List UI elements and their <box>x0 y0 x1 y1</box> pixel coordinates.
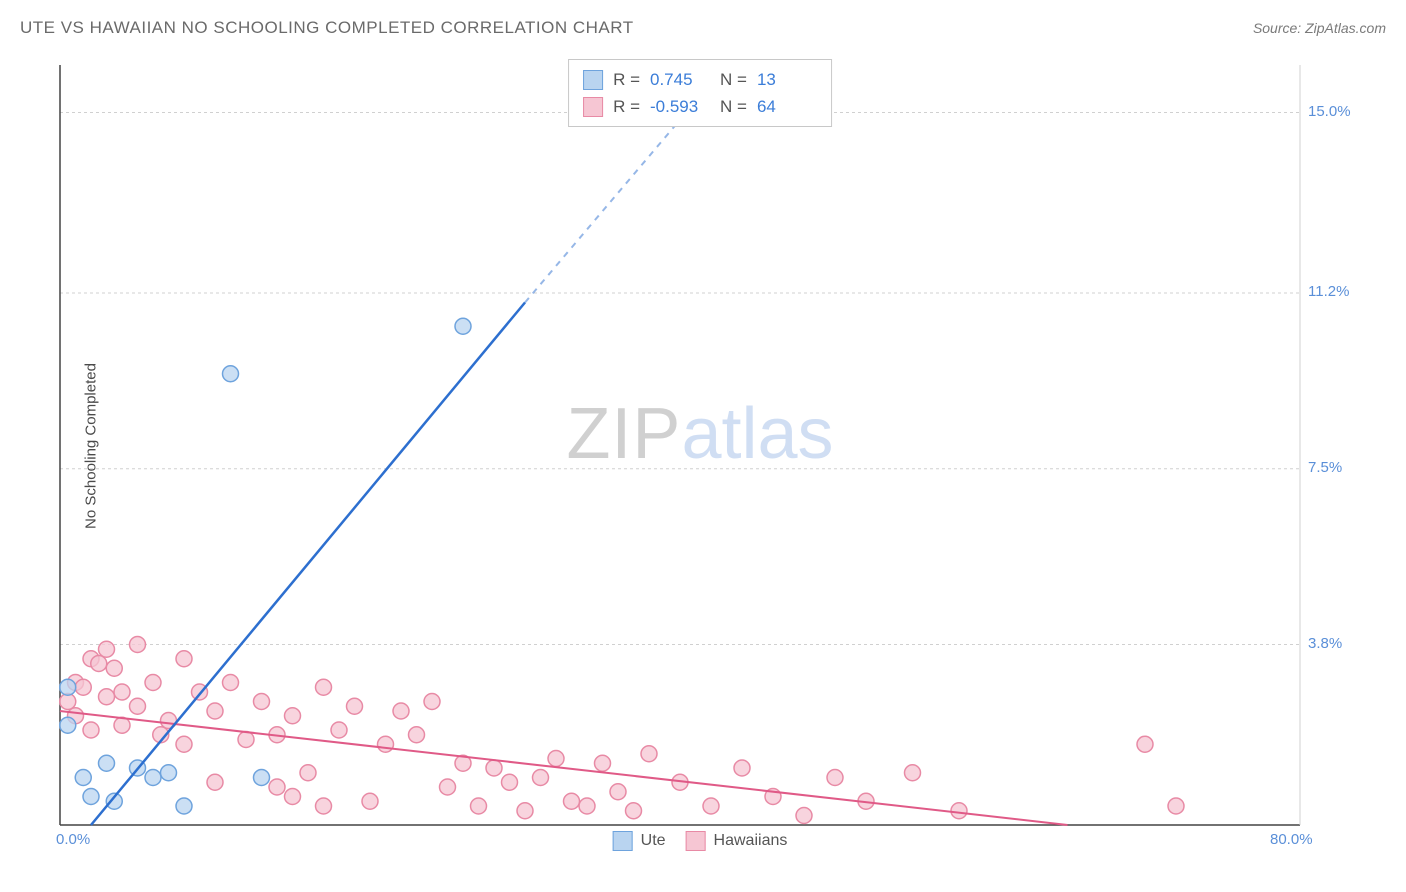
n-value-ute: 13 <box>757 66 817 93</box>
scatter-plot-svg <box>50 55 1350 845</box>
r-value-hawaiians: -0.593 <box>650 93 710 120</box>
chart-title: UTE VS HAWAIIAN NO SCHOOLING COMPLETED C… <box>20 18 634 38</box>
swatch-hawaiians <box>583 97 603 117</box>
legend-label-ute: Ute <box>641 832 666 850</box>
swatch-ute-icon <box>613 831 633 851</box>
legend-item-ute: Ute <box>613 831 666 851</box>
chart-source: Source: ZipAtlas.com <box>1253 20 1386 36</box>
n-label: N = <box>720 93 747 120</box>
legend-item-hawaiians: Hawaiians <box>686 831 788 851</box>
legend-row-ute: R = 0.745 N = 13 <box>583 66 817 93</box>
y-tick-label: 11.2% <box>1308 283 1350 300</box>
x-tick-label: 0.0% <box>56 831 90 848</box>
swatch-ute <box>583 70 603 90</box>
series-legend: Ute Hawaiians <box>613 831 788 851</box>
y-tick-label: 15.0% <box>1308 103 1350 120</box>
x-tick-label: 80.0% <box>1270 831 1313 848</box>
n-value-hawaiians: 64 <box>757 93 817 120</box>
r-label: R = <box>613 66 640 93</box>
y-tick-label: 3.8% <box>1308 635 1350 652</box>
r-label: R = <box>613 93 640 120</box>
swatch-hawaiians-icon <box>686 831 706 851</box>
legend-label-hawaiians: Hawaiians <box>714 832 788 850</box>
chart-header: UTE VS HAWAIIAN NO SCHOOLING COMPLETED C… <box>20 18 1386 38</box>
chart-area: ZIPatlas R = 0.745 N = 13 R = -0.593 N =… <box>50 55 1350 845</box>
correlation-legend: R = 0.745 N = 13 R = -0.593 N = 64 <box>568 59 832 127</box>
n-label: N = <box>720 66 747 93</box>
y-tick-label: 7.5% <box>1308 459 1350 476</box>
r-value-ute: 0.745 <box>650 66 710 93</box>
legend-row-hawaiians: R = -0.593 N = 64 <box>583 93 817 120</box>
